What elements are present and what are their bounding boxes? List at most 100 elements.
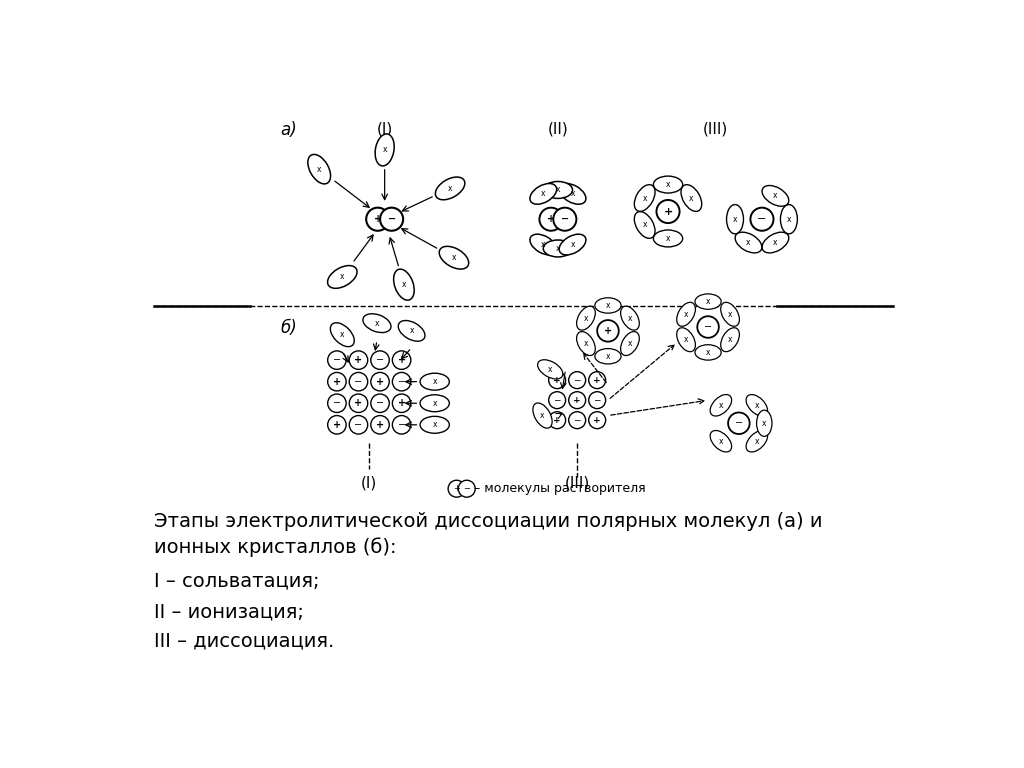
Text: −: − [703, 322, 712, 332]
Text: +: + [553, 415, 561, 425]
Text: x: x [719, 401, 723, 410]
Ellipse shape [328, 266, 357, 288]
Text: −: − [735, 419, 743, 429]
Circle shape [328, 372, 346, 391]
Ellipse shape [435, 177, 465, 200]
Text: (II): (II) [548, 121, 568, 137]
Text: x: x [755, 437, 759, 445]
Ellipse shape [634, 184, 655, 211]
Ellipse shape [721, 303, 739, 326]
Ellipse shape [595, 349, 621, 364]
Circle shape [540, 207, 562, 230]
Circle shape [459, 480, 475, 497]
Ellipse shape [439, 247, 469, 269]
Text: +: + [374, 214, 382, 224]
Text: x: x [706, 297, 711, 306]
Ellipse shape [331, 323, 354, 346]
Ellipse shape [530, 184, 557, 204]
Text: x: x [606, 352, 610, 361]
Circle shape [549, 372, 565, 389]
Text: x: x [570, 240, 574, 249]
Text: +: + [354, 399, 362, 409]
Text: x: x [642, 220, 647, 230]
Text: x: x [689, 194, 693, 203]
Text: −: − [573, 415, 581, 425]
Text: x: x [642, 194, 647, 203]
Text: III – диссоциация.: III – диссоциация. [154, 631, 334, 650]
Text: +: + [354, 355, 362, 365]
Text: +: + [333, 420, 341, 430]
Circle shape [371, 415, 389, 434]
Circle shape [656, 200, 680, 223]
Ellipse shape [762, 186, 788, 207]
Text: +: + [593, 415, 601, 425]
Text: x: x [666, 180, 671, 189]
Ellipse shape [746, 431, 768, 452]
Text: x: x [382, 145, 387, 154]
Text: x: x [584, 313, 588, 323]
Text: (III): (III) [703, 121, 728, 137]
Circle shape [697, 316, 719, 338]
Text: (I): (I) [361, 475, 378, 491]
Text: (III): (III) [564, 475, 590, 491]
Text: x: x [432, 420, 437, 429]
Ellipse shape [762, 232, 788, 253]
Circle shape [568, 372, 586, 389]
Ellipse shape [398, 320, 425, 341]
Ellipse shape [677, 328, 695, 352]
Text: −: − [387, 214, 395, 224]
Ellipse shape [420, 373, 450, 390]
Circle shape [597, 320, 618, 342]
Ellipse shape [681, 184, 701, 211]
Text: x: x [432, 377, 437, 386]
Text: −: − [376, 399, 384, 409]
Ellipse shape [375, 134, 394, 166]
Circle shape [371, 394, 389, 412]
Ellipse shape [780, 204, 798, 233]
Text: x: x [541, 411, 545, 420]
Text: −: − [397, 376, 406, 386]
Text: x: x [570, 190, 574, 198]
Ellipse shape [308, 154, 331, 184]
Text: +: + [664, 207, 673, 217]
Text: +: + [604, 326, 612, 336]
Ellipse shape [711, 431, 731, 452]
Ellipse shape [634, 212, 655, 238]
Text: x: x [375, 319, 379, 328]
Text: x: x [432, 399, 437, 408]
Text: x: x [719, 437, 723, 445]
Circle shape [751, 207, 773, 230]
Text: x: x [728, 335, 732, 344]
Text: −: − [561, 214, 569, 224]
Circle shape [367, 207, 389, 230]
Text: −: − [376, 355, 384, 365]
Circle shape [568, 412, 586, 429]
Text: x: x [340, 330, 344, 339]
Circle shape [449, 480, 465, 497]
Text: x: x [541, 190, 546, 198]
Text: −: − [333, 355, 341, 365]
Circle shape [549, 412, 565, 429]
Circle shape [568, 392, 586, 409]
Text: (I): (I) [377, 121, 393, 137]
Text: x: x [746, 238, 751, 247]
Text: x: x [452, 253, 457, 262]
Ellipse shape [721, 328, 739, 352]
Circle shape [328, 415, 346, 434]
Text: x: x [606, 301, 610, 310]
Text: II – ионизация;: II – ионизация; [154, 603, 303, 621]
Text: −: − [354, 420, 362, 430]
Text: x: x [401, 280, 407, 290]
Ellipse shape [621, 332, 639, 356]
Ellipse shape [530, 234, 557, 255]
Ellipse shape [735, 232, 762, 253]
Text: +: + [573, 396, 581, 405]
Circle shape [589, 412, 605, 429]
Text: x: x [773, 238, 777, 247]
Text: −: − [397, 420, 406, 430]
Text: x: x [548, 365, 553, 374]
Text: −: − [354, 376, 362, 386]
Ellipse shape [577, 306, 595, 330]
Text: +: + [333, 376, 341, 386]
Circle shape [349, 351, 368, 369]
